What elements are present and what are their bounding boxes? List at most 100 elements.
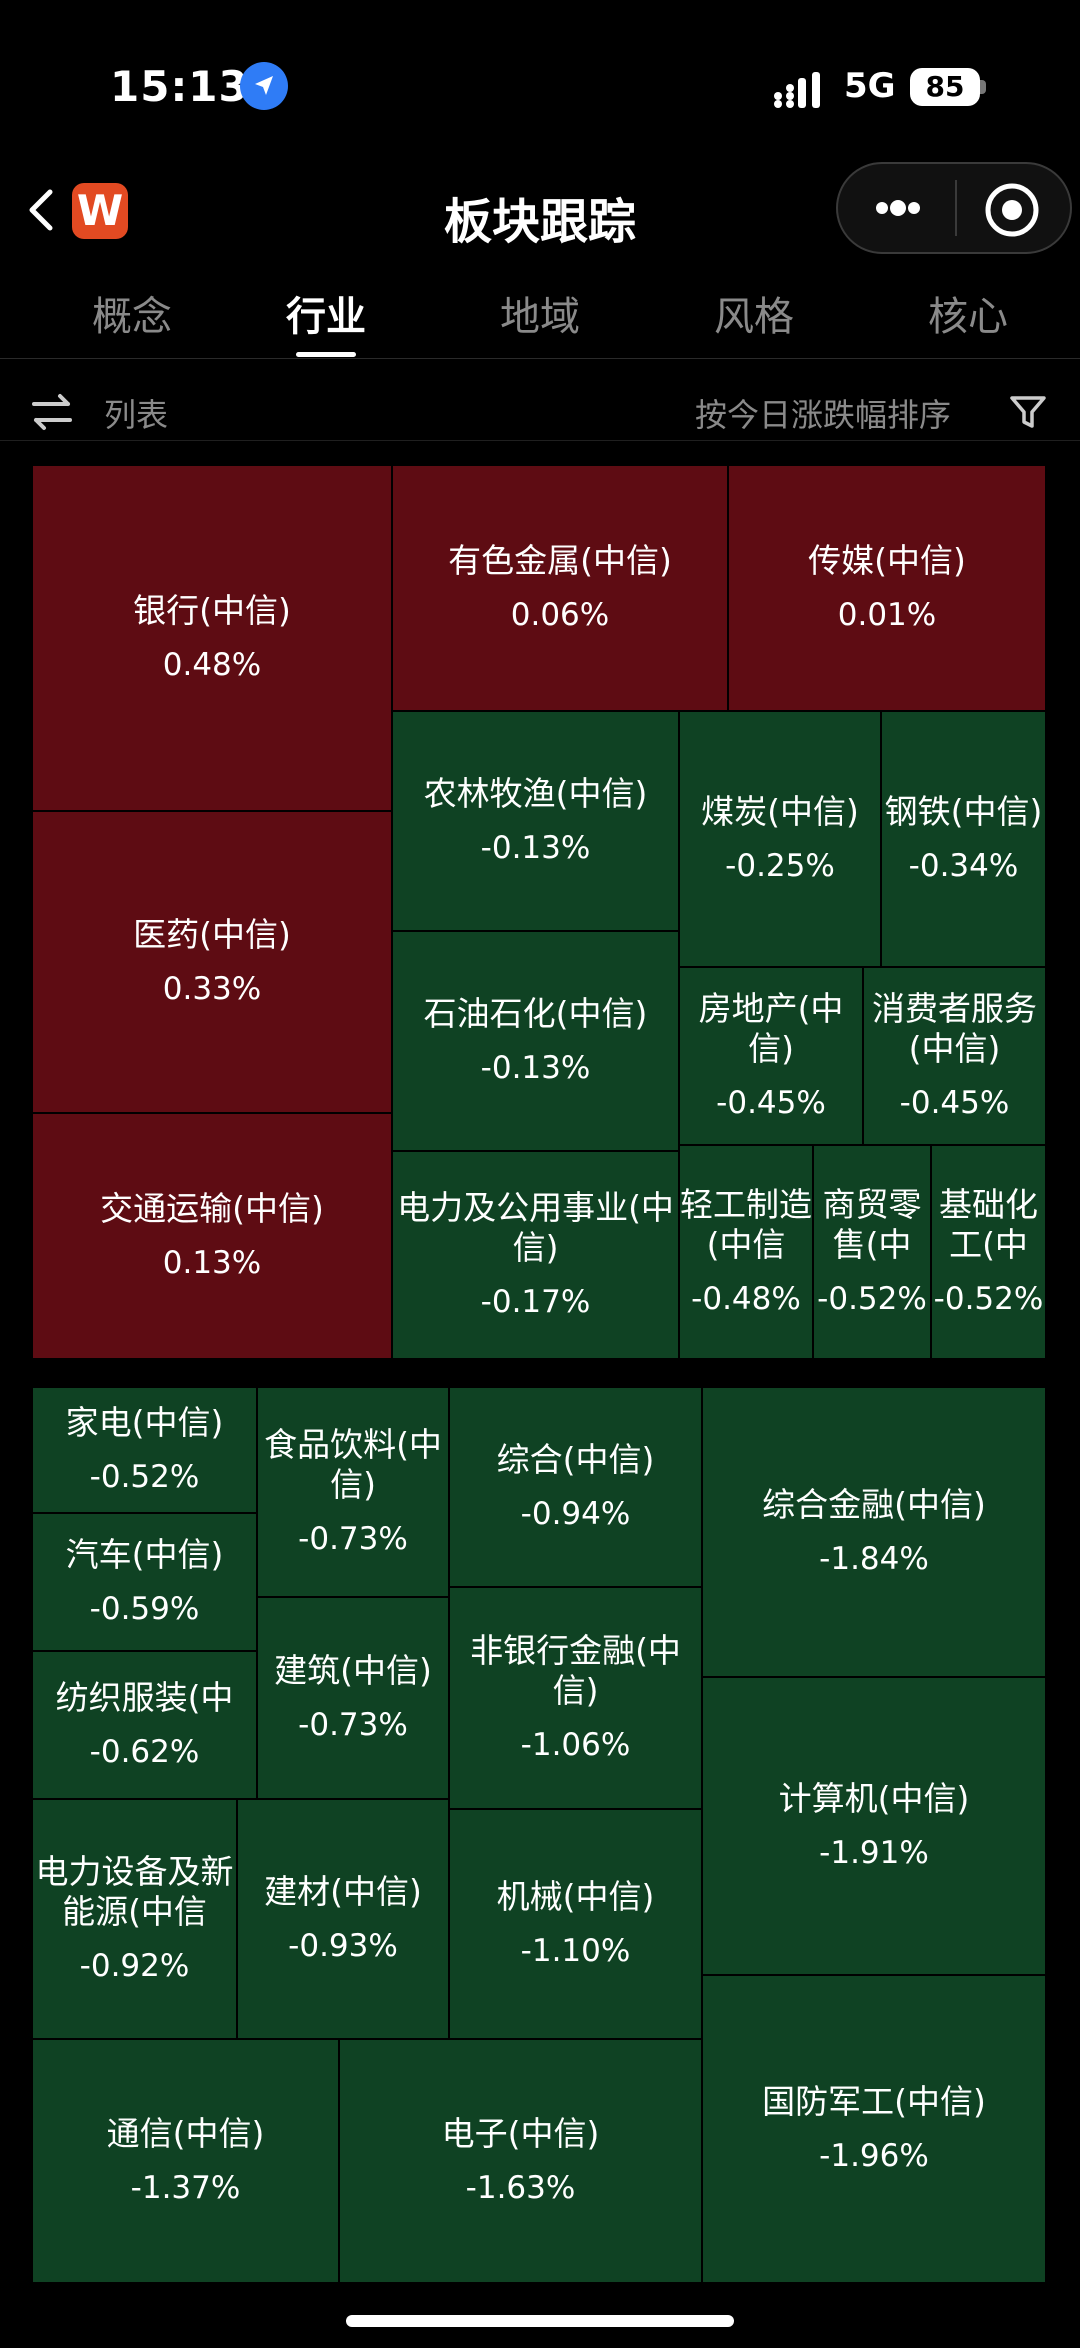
list-view-toggle[interactable]: 列表 [104, 396, 169, 434]
sector-tile[interactable]: 电力及公用事业(中信) -0.17% [393, 1152, 678, 1358]
sector-tile[interactable]: 国防军工(中信) -1.96% [703, 1976, 1045, 2282]
sector-tile[interactable]: 家电(中信) -0.52% [33, 1388, 256, 1512]
swap-icon[interactable] [30, 392, 74, 432]
sector-tile[interactable]: 有色金属(中信) 0.06% [393, 466, 727, 710]
more-dots-icon[interactable] [868, 196, 928, 220]
tab-divider [0, 358, 1080, 359]
sector-tile[interactable]: 银行(中信) 0.48% [33, 466, 391, 810]
sector-name: 轻工制造(中信 [680, 1185, 812, 1264]
page-title: 板块跟踪 [443, 194, 636, 250]
sector-tile[interactable]: 计算机(中信) -1.91% [703, 1678, 1045, 1974]
tab-concept[interactable]: 概念 [92, 294, 172, 340]
network-type: 5G [844, 66, 896, 106]
sector-tile[interactable]: 传媒(中信) 0.01% [729, 466, 1045, 710]
capsule-divider [955, 180, 957, 236]
battery-cap [980, 80, 986, 94]
sector-change: 0.06% [510, 597, 610, 633]
home-indicator[interactable] [346, 2315, 734, 2327]
sector-name: 家电(中信) [65, 1403, 224, 1442]
tab-core[interactable]: 核心 [928, 294, 1008, 340]
sector-name: 商贸零售(中 [822, 1185, 922, 1264]
app-logo: W [72, 183, 128, 239]
sector-tile[interactable]: 综合(中信) -0.94% [450, 1388, 701, 1586]
target-icon[interactable] [984, 182, 1040, 238]
sector-tile[interactable]: 交通运输(中信) 0.13% [33, 1114, 391, 1358]
sector-name: 机械(中信) [496, 1877, 655, 1916]
sector-tile[interactable]: 纺织服装(中 -0.62% [33, 1652, 256, 1798]
sector-name: 电力及公用事业(中信) [397, 1188, 674, 1267]
sector-change: -0.73% [298, 1521, 408, 1557]
sector-change: -0.25% [725, 848, 835, 884]
sector-tile[interactable]: 钢铁(中信) -0.34% [882, 712, 1045, 966]
sector-name: 建材(中信) [264, 1872, 422, 1911]
sort-order-label[interactable]: 按今日涨跌幅排序 [695, 396, 952, 434]
sector-tile[interactable]: 通信(中信) -1.37% [33, 2040, 338, 2282]
sector-tile[interactable]: 基础化工(中 -0.52% [932, 1146, 1045, 1358]
sector-tile[interactable]: 医药(中信) 0.33% [33, 812, 391, 1112]
tab-region[interactable]: 地域 [500, 294, 580, 340]
sector-name: 综合(中信) [496, 1440, 655, 1479]
sector-name: 传媒(中信) [808, 541, 966, 580]
sector-tile[interactable]: 商贸零售(中 -0.52% [814, 1146, 930, 1358]
sector-change: -0.62% [89, 1734, 200, 1770]
sector-name: 有色金属(中信) [448, 541, 672, 580]
sector-change: -0.92% [79, 1948, 190, 1984]
sector-tile[interactable]: 综合金融(中信) -1.84% [703, 1388, 1045, 1676]
sector-change: 0.01% [837, 597, 937, 633]
sector-name: 电子(中信) [441, 2114, 600, 2153]
sector-change: -0.45% [899, 1085, 1010, 1121]
sector-name: 纺织服装(中 [55, 1678, 234, 1717]
sector-change: -0.59% [89, 1591, 200, 1627]
mini-program-capsule [836, 162, 1072, 254]
sector-change: -0.52% [933, 1281, 1044, 1317]
sector-tile[interactable]: 汽车(中信) -0.59% [33, 1514, 256, 1650]
sector-change: -1.96% [819, 2138, 929, 2174]
sector-name: 综合金融(中信) [762, 1485, 986, 1524]
back-arrow-icon[interactable] [20, 180, 60, 240]
sector-name: 交通运输(中信) [100, 1189, 324, 1228]
tab-industry[interactable]: 行业 [286, 294, 366, 340]
sector-name: 石油石化(中信) [423, 994, 648, 1033]
sector-change: -0.93% [288, 1928, 398, 1964]
sector-tile[interactable]: 煤炭(中信) -0.25% [680, 712, 880, 966]
sector-tile[interactable]: 电子(中信) -1.63% [340, 2040, 701, 2282]
sector-change: 0.33% [162, 971, 262, 1007]
toolbar-divider [0, 440, 1080, 441]
tab-active-indicator [296, 352, 356, 357]
sector-name: 计算机(中信) [778, 1779, 970, 1818]
sector-change: -0.13% [480, 1050, 591, 1086]
sector-tile[interactable]: 食品饮料(中信) -0.73% [258, 1388, 448, 1596]
sector-name: 基础化工(中 [939, 1185, 1038, 1264]
sector-name: 银行(中信) [133, 591, 291, 630]
location-arrow-icon [240, 62, 288, 110]
sector-change: 0.48% [162, 647, 262, 683]
sector-change: -1.37% [130, 2170, 241, 2206]
sector-tile[interactable]: 建材(中信) -0.93% [238, 1800, 448, 2038]
sector-change: -0.73% [298, 1707, 408, 1743]
sector-name: 汽车(中信) [65, 1535, 224, 1574]
sector-change: -0.52% [89, 1459, 200, 1495]
sector-tile[interactable]: 非银行金融(中信) -1.06% [450, 1588, 701, 1808]
sector-change: -0.94% [520, 1496, 631, 1532]
sector-name: 煤炭(中信) [701, 792, 859, 831]
filter-icon[interactable] [1008, 392, 1048, 432]
signal-icon [772, 72, 828, 108]
sector-change: -1.06% [520, 1727, 631, 1763]
status-time: 15:13 [110, 62, 249, 111]
sector-change: -1.63% [465, 2170, 576, 2206]
sector-tile[interactable]: 农林牧渔(中信) -0.13% [393, 712, 678, 930]
tab-style[interactable]: 风格 [714, 294, 794, 340]
sector-tile[interactable]: 电力设备及新能源(中信 -0.92% [33, 1800, 236, 2038]
sector-name: 通信(中信) [106, 2114, 265, 2153]
sector-tile[interactable]: 石油石化(中信) -0.13% [393, 932, 678, 1150]
sector-change: -1.91% [819, 1835, 929, 1871]
sector-change: -1.84% [819, 1541, 929, 1577]
sector-name: 国防军工(中信) [762, 2082, 986, 2121]
sector-tile[interactable]: 房地产(中信) -0.45% [680, 968, 862, 1144]
battery-icon: 85 [910, 68, 980, 106]
sector-name: 食品饮料(中信) [264, 1425, 442, 1504]
sector-tile[interactable]: 消费者服务(中信) -0.45% [864, 968, 1045, 1144]
sector-tile[interactable]: 轻工制造(中信 -0.48% [680, 1146, 812, 1358]
sector-tile[interactable]: 建筑(中信) -0.73% [258, 1598, 448, 1798]
sector-tile[interactable]: 机械(中信) -1.10% [450, 1810, 701, 2038]
